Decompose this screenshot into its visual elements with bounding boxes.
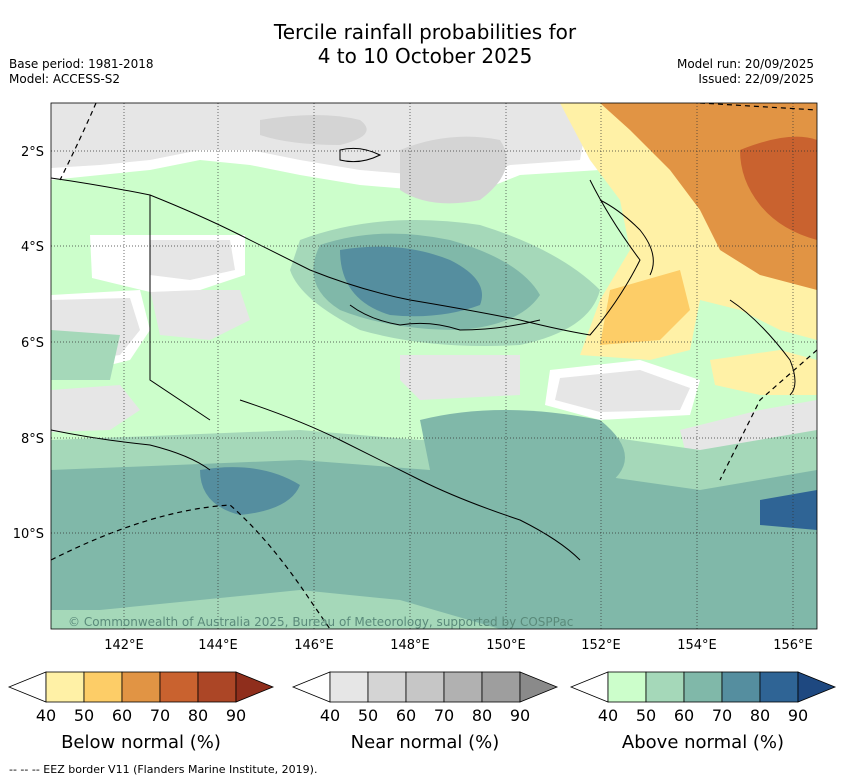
near-normal-cb-tick: 70 [434, 706, 454, 725]
near-normal-cb-segment [367, 671, 407, 703]
lon-labels: 142°E 144°E 146°E 148°E 150°E 152°E 154°… [104, 638, 813, 653]
near-normal-cb-tick: 80 [472, 706, 492, 725]
eez-footnote: -- -- -- EEZ border V11 (Flanders Marine… [9, 763, 318, 776]
lon-label-150e: 150°E [486, 638, 526, 653]
lat-label-2s: 2°S [21, 145, 44, 160]
above-normal-cb-max-arrow [797, 671, 837, 703]
near-normal-cb-segment [443, 671, 483, 703]
title-line-2: 4 to 10 October 2025 [317, 44, 533, 68]
below-normal-cb-tick: 60 [112, 706, 132, 725]
below-normal-cb-tick: 80 [188, 706, 208, 725]
above-normal-cb-tick: 70 [712, 706, 732, 725]
above-normal-cb-tick: 40 [598, 706, 618, 725]
near-normal-cb-tick: 40 [320, 706, 340, 725]
near-normal-cb-segment [481, 671, 521, 703]
meta-right: Model run: 20/09/2025 Issued: 22/09/2025 [677, 57, 814, 87]
below-normal-cb-tick: 90 [226, 706, 246, 725]
lon-label-154e: 154°E [677, 638, 717, 653]
above-normal-cb-segment [721, 671, 761, 703]
near-normal-cb-max-arrow [519, 671, 559, 703]
lon-label-156e: 156°E [773, 638, 813, 653]
lon-label-144e: 144°E [198, 638, 238, 653]
below-normal-cb-segment [197, 671, 237, 703]
lat-label-4s: 4°S [21, 240, 44, 255]
base-period-text: Base period: 1981-2018 [9, 57, 154, 71]
eez-border [51, 103, 817, 629]
below-normal-cb-tick: 50 [74, 706, 94, 725]
map-figure: 2°S 4°S 6°S 8°S 10°S 142°E 144°E 146°E 1… [7, 102, 837, 753]
above-normal-cb-tick: 80 [750, 706, 770, 725]
near-normal-cb-tick: 60 [396, 706, 416, 725]
lon-label-148e: 148°E [390, 638, 430, 653]
coastlines [51, 147, 796, 561]
near-normal-cb-min-arrow [291, 671, 331, 703]
below-normal-cb-label: Below normal (%) [61, 732, 221, 753]
below-normal-cb-segment [45, 671, 85, 703]
below-normal-cb-min-arrow [7, 671, 47, 703]
below-normal-cb-max-arrow [235, 671, 275, 703]
graticule [51, 103, 817, 629]
map-frame [50, 102, 818, 630]
lon-label-146e: 146°E [294, 638, 334, 653]
below-normal-cb-segment [121, 671, 161, 703]
near-normal-cb-tick: 50 [358, 706, 378, 725]
colorbar-below-normal: 40 50 60 70 80 90 Below normal (%) [7, 671, 275, 753]
lon-label-152e: 152°E [581, 638, 621, 653]
lat-label-6s: 6°S [21, 336, 44, 351]
model-run-text: Model run: 20/09/2025 [676, 57, 814, 71]
below-normal-cb-segment [159, 671, 199, 703]
lat-labels: 2°S 4°S 6°S 8°S 10°S [13, 145, 44, 542]
near-normal-cb-segment [329, 671, 369, 703]
copyright-text: © Commonwealth of Australia 2025, Bureau… [68, 615, 573, 629]
issued-text: Issued: 22/09/2025 [698, 72, 814, 86]
above-normal-cb-segment [683, 671, 723, 703]
near-normal-cb-segment [405, 671, 445, 703]
below-normal-cb-tick: 40 [36, 706, 56, 725]
near-normal-cb-tick: 90 [510, 706, 530, 725]
above-normal-cb-segment [645, 671, 685, 703]
above-normal-cb-segment [607, 671, 647, 703]
meta-left: Base period: 1981-2018 Model: ACCESS-S2 [9, 57, 154, 87]
near-normal-cb-label: Near normal (%) [351, 732, 500, 753]
model-text: Model: ACCESS-S2 [9, 72, 121, 86]
below-normal-cb-segment [83, 671, 123, 703]
above-normal-cb-min-arrow [569, 671, 609, 703]
above-normal-cb-segment [759, 671, 799, 703]
chart-title: Tercile rainfall probabilities for 4 to … [0, 20, 850, 68]
above-normal-cb-tick: 50 [636, 706, 656, 725]
below-normal-cb-tick: 70 [150, 706, 170, 725]
lon-label-142e: 142°E [104, 638, 144, 653]
lat-label-8s: 8°S [21, 432, 44, 447]
lat-label-10s: 10°S [13, 527, 44, 542]
above-normal-cb-tick: 60 [674, 706, 694, 725]
title-line-1: Tercile rainfall probabilities for [273, 20, 577, 44]
above-normal-cb-tick: 90 [788, 706, 808, 725]
probability-field [51, 103, 817, 629]
colorbar-near-normal: 40 50 60 70 80 90 Near normal (%) [291, 671, 559, 753]
above-normal-cb-label: Above normal (%) [622, 732, 784, 753]
